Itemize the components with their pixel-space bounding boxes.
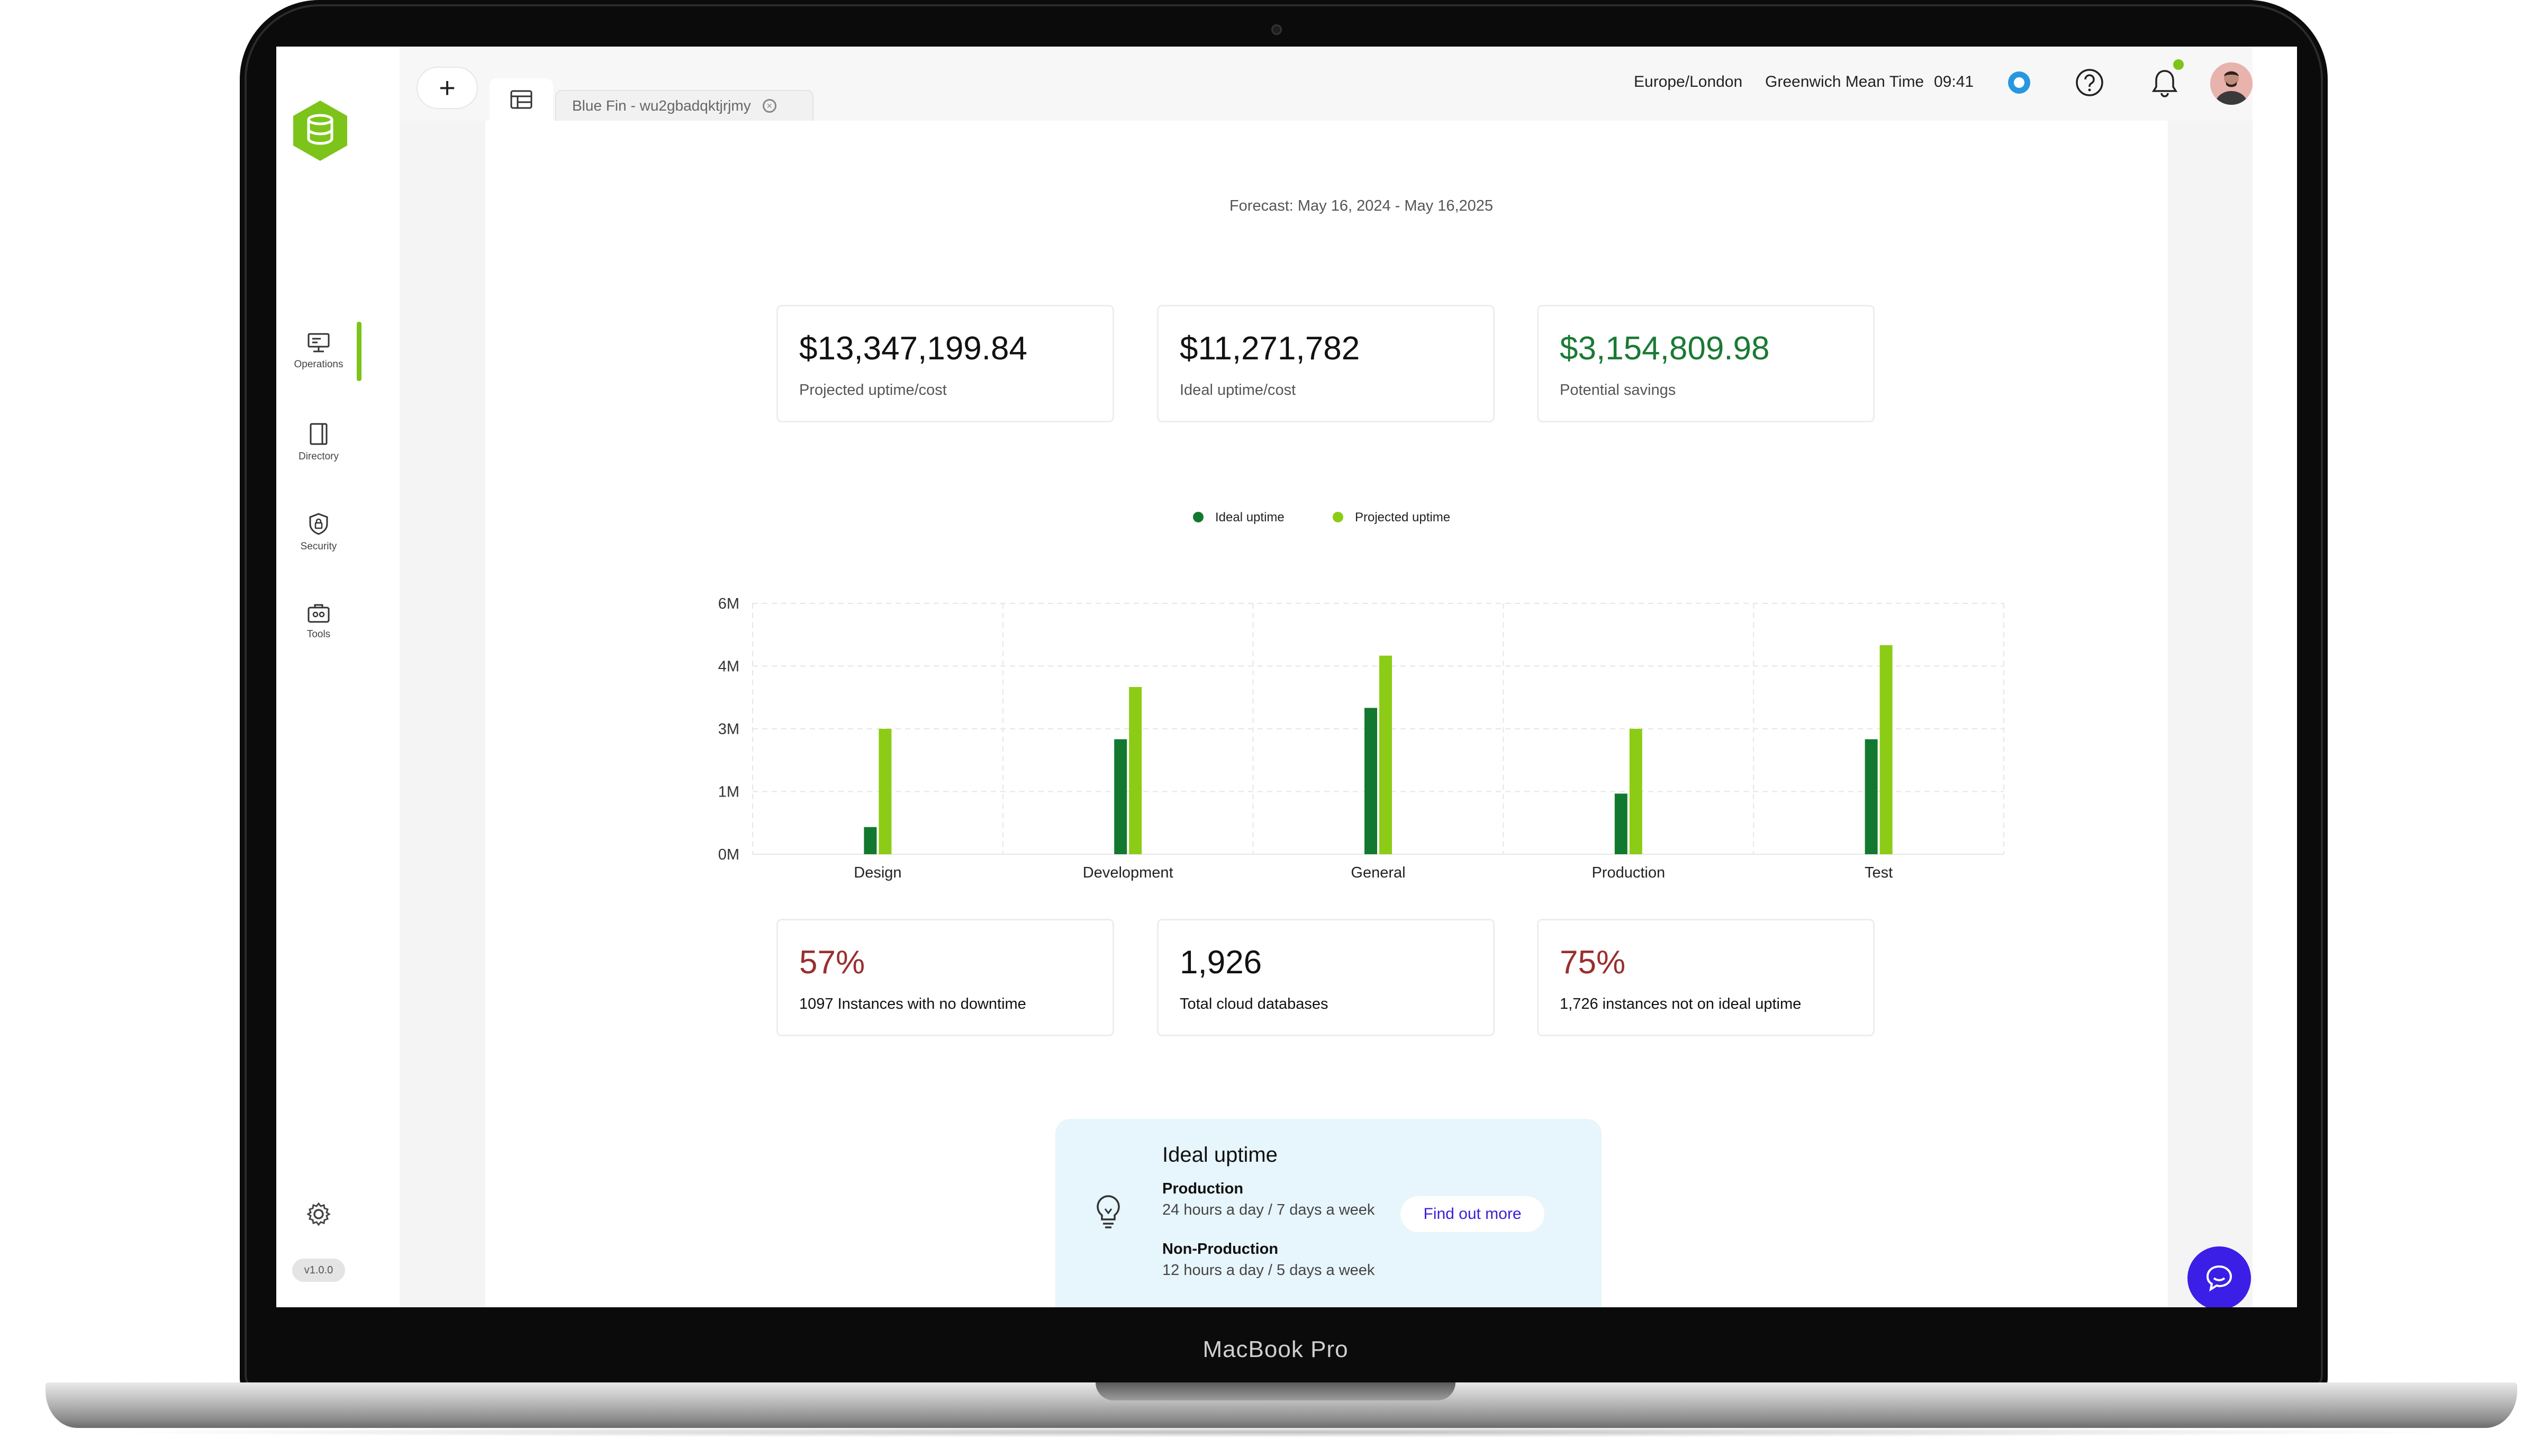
card-label: Ideal uptime/cost bbox=[1180, 382, 1296, 399]
tools-icon bbox=[308, 604, 330, 623]
operations-icon bbox=[308, 333, 330, 352]
chat-button[interactable] bbox=[2187, 1246, 2251, 1307]
card-value: 57% bbox=[799, 944, 865, 981]
sidebar-item-tools[interactable]: Tools bbox=[276, 602, 361, 662]
timezone-label: Greenwich Mean Time bbox=[1765, 73, 1924, 91]
sidebar-item-operations[interactable]: Operations bbox=[276, 332, 361, 392]
bar-test-projected-uptime bbox=[1879, 645, 1893, 854]
camera-icon bbox=[1271, 24, 1282, 35]
notification-bell-icon[interactable] bbox=[2147, 66, 2182, 101]
app-screen: Operations Directory Security bbox=[276, 47, 2297, 1307]
y-tick-label: 6M bbox=[718, 595, 739, 612]
table-icon bbox=[510, 90, 532, 109]
y-tick-label: 4M bbox=[718, 658, 739, 675]
device-label: MacBook Pro bbox=[1202, 1336, 1349, 1362]
card-label: 1097 Instances with no downtime bbox=[799, 996, 1026, 1012]
y-tick-label: 0M bbox=[718, 846, 739, 863]
legend-label: Ideal uptime bbox=[1215, 510, 1285, 524]
region-label: Europe/London bbox=[1634, 73, 1743, 91]
gear-icon[interactable] bbox=[306, 1201, 331, 1227]
panel-title: Ideal uptime bbox=[1162, 1143, 1278, 1166]
bar-development-ideal-uptime bbox=[1114, 739, 1127, 854]
bar-general-ideal-uptime bbox=[1364, 708, 1377, 854]
legend-item-projected: Projected uptime bbox=[1333, 510, 1450, 525]
production-heading: Production bbox=[1162, 1180, 1244, 1197]
x-tick-label: Design bbox=[854, 864, 901, 881]
card-value: $3,154,809.98 bbox=[1560, 330, 1770, 367]
lightbulb-icon bbox=[1097, 1195, 1120, 1228]
y-tick-label: 1M bbox=[718, 784, 739, 801]
sidebar-item-label: Security bbox=[300, 541, 337, 552]
notification-badge bbox=[2173, 59, 2184, 70]
sidebar-item-label: Directory bbox=[298, 451, 339, 462]
card-label: Potential savings bbox=[1560, 382, 1676, 399]
bar-general-projected-uptime bbox=[1379, 655, 1392, 854]
bar-design-projected-uptime bbox=[879, 729, 892, 854]
table-view-tab[interactable] bbox=[490, 78, 553, 121]
stat-card-no-downtime: 57% 1097 Instances with no downtime bbox=[776, 919, 1114, 1036]
content-gutter-right bbox=[2168, 121, 2253, 1307]
sidebar-item-label: Operations bbox=[294, 359, 343, 370]
forecast-range: Forecast: May 16, 2024 - May 16,2025 bbox=[1229, 197, 1494, 214]
laptop-notch bbox=[1096, 1382, 1455, 1400]
card-label: Total cloud databases bbox=[1180, 996, 1328, 1012]
stat-card-total-databases: 1,926 Total cloud databases bbox=[1157, 919, 1495, 1036]
bar-design-ideal-uptime bbox=[864, 827, 877, 854]
legend-label: Projected uptime bbox=[1355, 510, 1451, 524]
summary-card-ideal: $11,271,782 Ideal uptime/cost bbox=[1157, 305, 1495, 422]
directory-icon bbox=[310, 423, 328, 445]
legend-swatch bbox=[1193, 511, 1204, 522]
security-icon bbox=[309, 513, 328, 535]
bar-production-projected-uptime bbox=[1629, 729, 1642, 854]
bar-test-ideal-uptime bbox=[1865, 739, 1878, 854]
card-value: $13,347,199.84 bbox=[799, 330, 1027, 367]
card-label: Projected uptime/cost bbox=[799, 382, 947, 399]
nonproduction-heading: Non-Production bbox=[1162, 1241, 1279, 1258]
card-value: $11,271,782 bbox=[1180, 330, 1360, 367]
database-tab-label: Blue Fin - wu2gbadqktjrjmy bbox=[572, 97, 751, 114]
x-tick-label: General bbox=[1351, 864, 1405, 881]
x-tick-label: Production bbox=[1591, 864, 1665, 881]
sidebar-item-directory[interactable]: Directory bbox=[276, 422, 361, 482]
database-logo-icon[interactable] bbox=[291, 100, 349, 162]
x-tick-label: Test bbox=[1865, 864, 1893, 881]
x-tick-label: Development bbox=[1083, 864, 1173, 881]
bar-development-projected-uptime bbox=[1129, 687, 1142, 854]
bar-production-ideal-uptime bbox=[1614, 793, 1627, 854]
ideal-uptime-panel: Ideal uptime Production 24 hours a day /… bbox=[1055, 1119, 1602, 1307]
clock-time: 09:41 bbox=[1934, 73, 1974, 91]
laptop-shadow bbox=[85, 1427, 2477, 1437]
help-icon[interactable] bbox=[2075, 68, 2104, 97]
chat-icon bbox=[2206, 1265, 2232, 1292]
summary-card-projected: $13,347,199.84 Projected uptime/cost bbox=[776, 305, 1114, 422]
sidebar-item-label: Tools bbox=[306, 629, 331, 640]
active-indicator bbox=[357, 322, 361, 381]
sidebar-item-security[interactable]: Security bbox=[276, 512, 361, 572]
card-value: 1,926 bbox=[1180, 944, 1262, 981]
y-tick-label: 3M bbox=[718, 721, 739, 738]
legend-item-ideal: Ideal uptime bbox=[1193, 510, 1285, 525]
uptime-bar-chart: 0M 1M 3M 4M 6M Design Development General Produc… bbox=[718, 595, 2004, 881]
user-avatar[interactable] bbox=[2210, 62, 2253, 105]
close-icon[interactable]: × bbox=[762, 99, 776, 113]
new-tab-button[interactable]: + bbox=[417, 67, 478, 109]
content-gutter-left bbox=[400, 121, 485, 1307]
nonproduction-schedule: 12 hours a day / 5 days a week bbox=[1162, 1262, 1375, 1279]
database-tab[interactable]: Blue Fin - wu2gbadqktjrjmy × bbox=[555, 90, 813, 121]
version-badge: v1.0.0 bbox=[292, 1259, 345, 1282]
stat-card-not-ideal: 75% 1,726 instances not on ideal uptime bbox=[1537, 919, 1875, 1036]
find-out-more-button[interactable]: Find out more bbox=[1400, 1196, 1544, 1232]
sidebar: Operations Directory Security bbox=[276, 47, 400, 1307]
summary-card-savings: $3,154,809.98 Potential savings bbox=[1537, 305, 1875, 422]
status-indicator-icon[interactable] bbox=[2008, 71, 2030, 94]
card-value: 75% bbox=[1560, 944, 1626, 981]
card-label: 1,726 instances not on ideal uptime bbox=[1560, 996, 1802, 1012]
legend-swatch bbox=[1333, 511, 1343, 522]
production-schedule: 24 hours a day / 7 days a week bbox=[1162, 1201, 1375, 1218]
